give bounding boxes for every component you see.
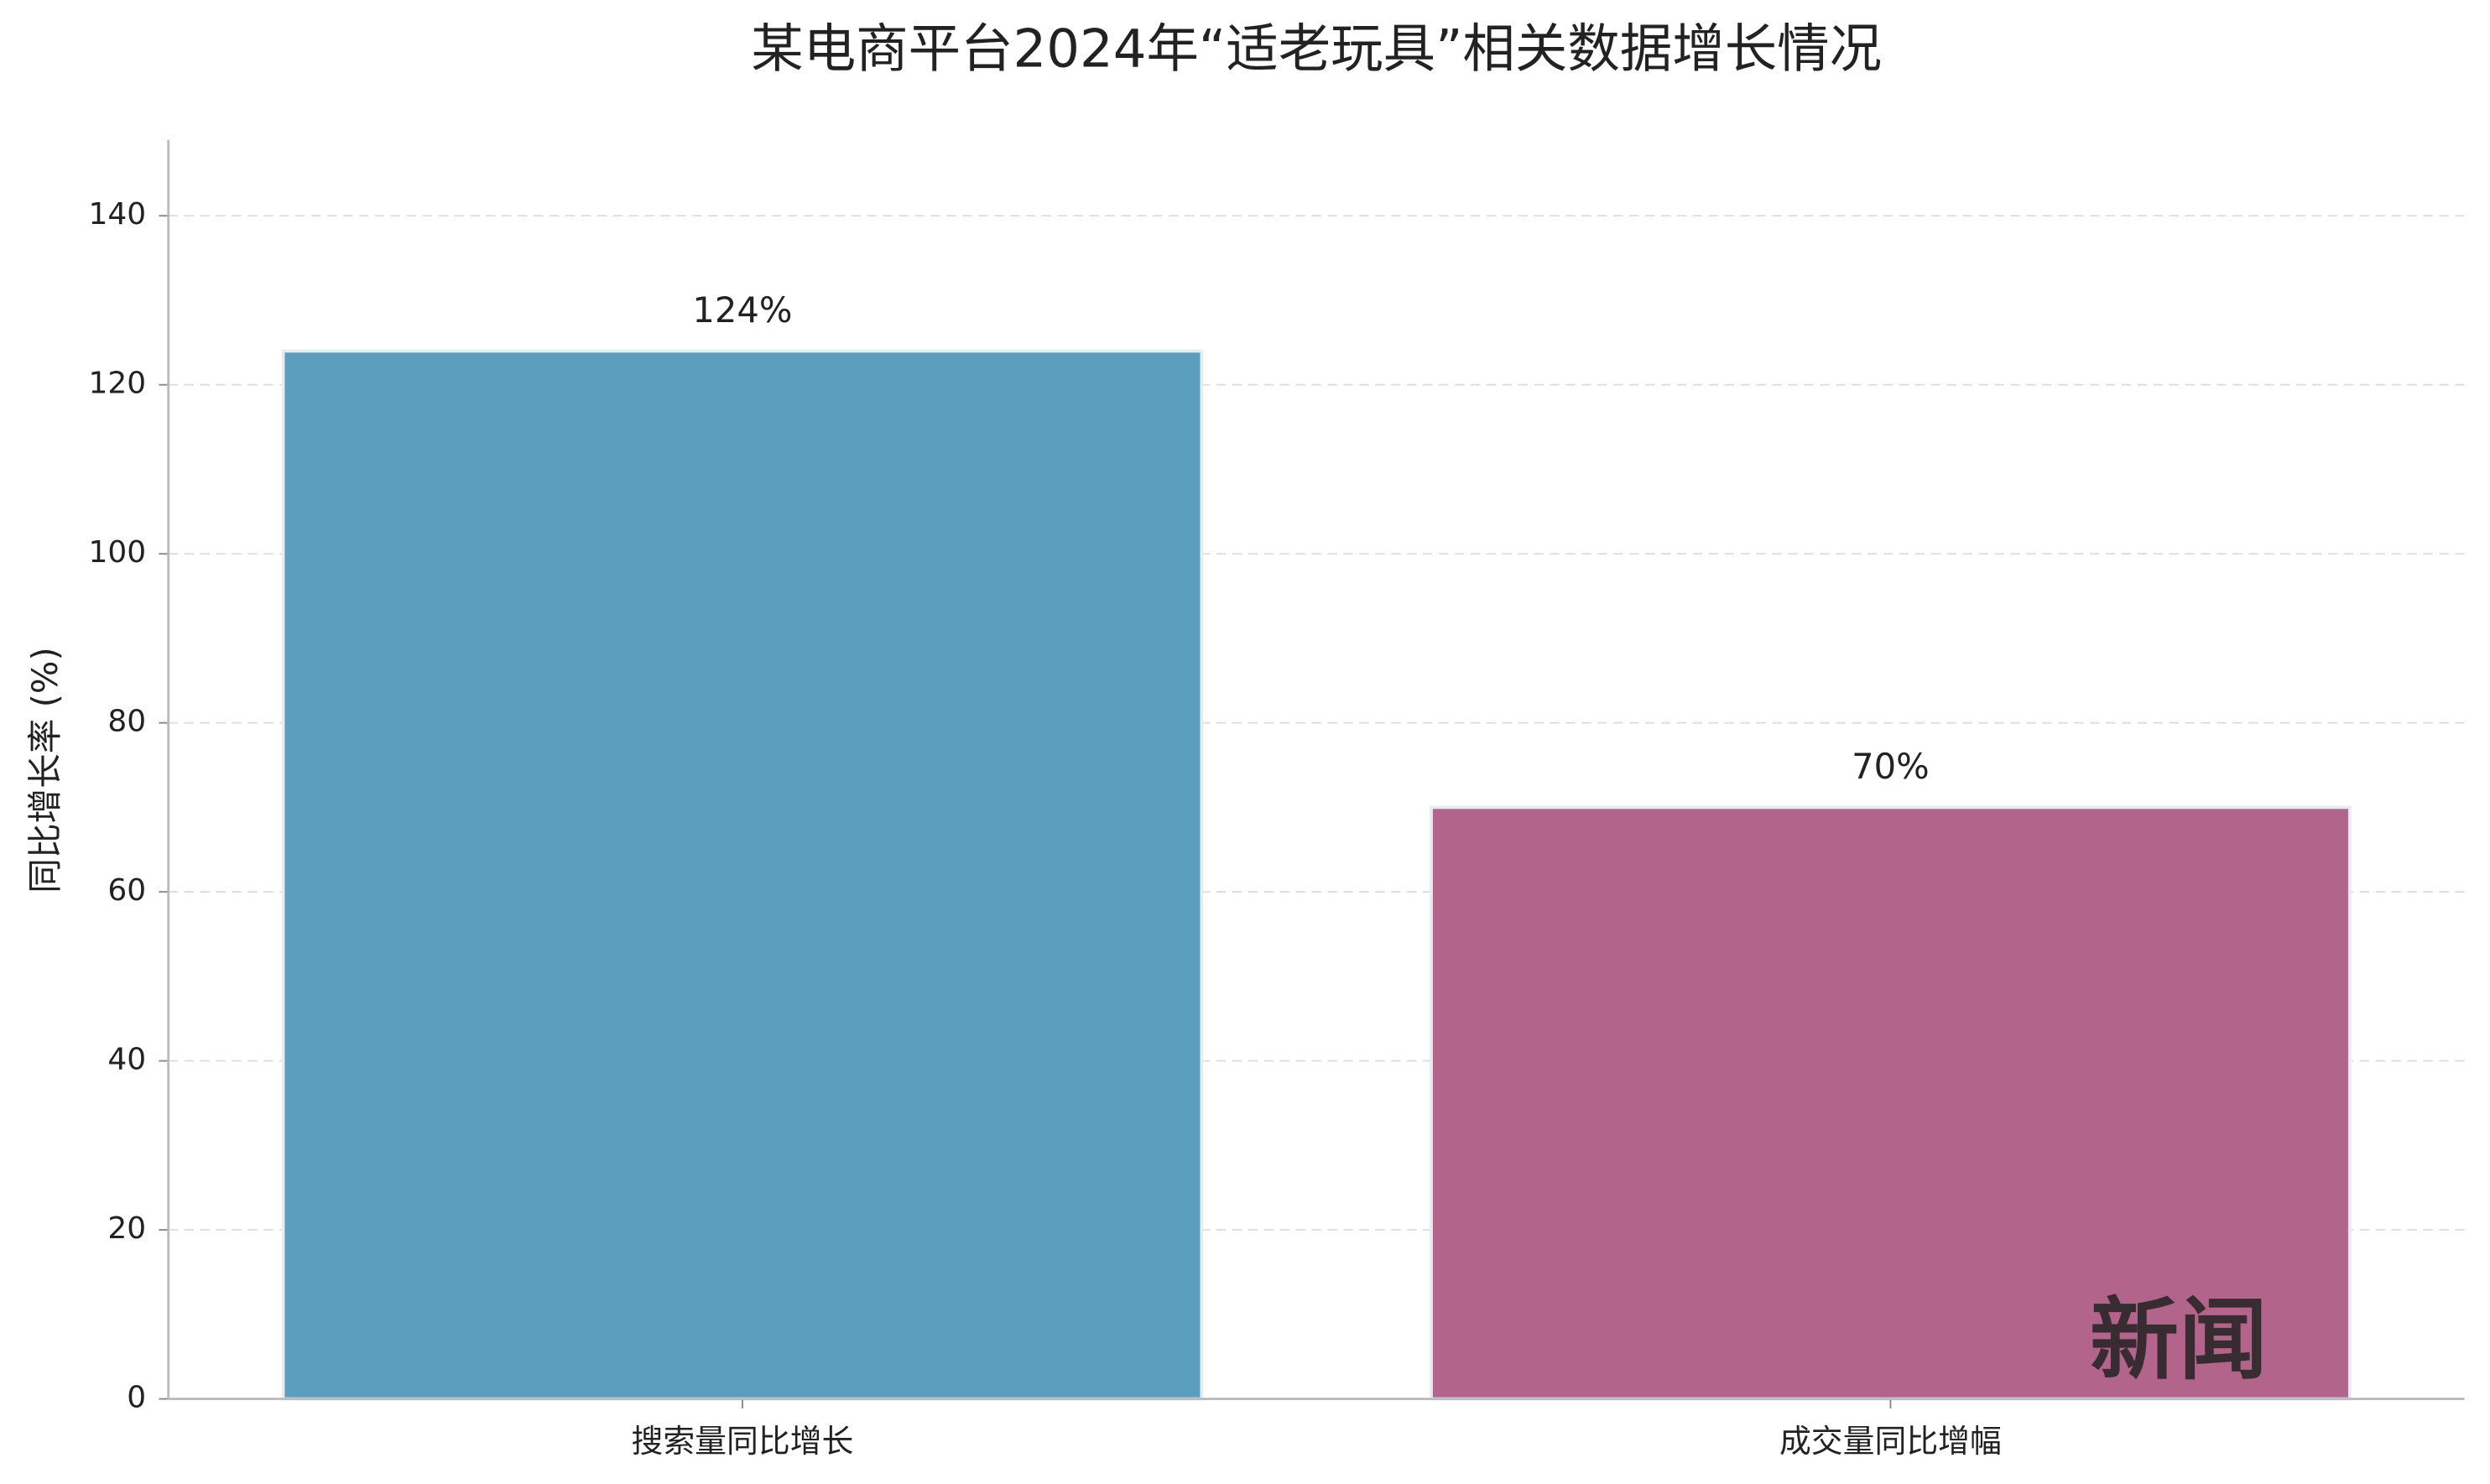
- x-tick-label: 搜索量同比增长: [631, 1423, 853, 1460]
- y-tick-label: 140: [89, 197, 147, 232]
- bar: [1430, 805, 2352, 1401]
- value-label: 124%: [692, 289, 792, 331]
- watermark: 新闻: [2090, 1289, 2268, 1392]
- y-tick-label: 0: [127, 1381, 146, 1415]
- y-tick-label: 20: [107, 1211, 146, 1246]
- x-tick-label: 成交量同比增幅: [1779, 1423, 2002, 1460]
- y-tick-label: 120: [89, 367, 147, 401]
- y-tick-label: 40: [107, 1043, 146, 1077]
- y-tick-label: 60: [107, 873, 146, 908]
- y-tick-label: 100: [89, 535, 147, 570]
- y-axis-label: 同比增长率 (%): [24, 647, 65, 893]
- chart-title: 某电商平台2024年“适老玩具”相关数据增长情况: [751, 18, 1882, 80]
- bar: [281, 349, 1204, 1401]
- value-label: 70%: [1852, 746, 1930, 787]
- y-tick-label: 80: [107, 705, 146, 739]
